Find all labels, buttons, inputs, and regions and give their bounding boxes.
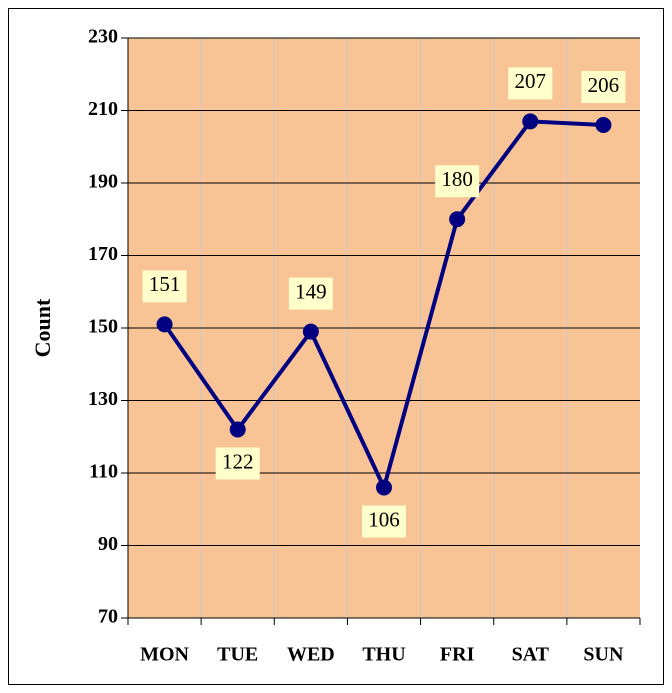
- x-tick-label: SUN: [583, 644, 624, 666]
- y-tick-label: 90: [98, 533, 118, 555]
- data-label: 180: [441, 167, 473, 191]
- marker: [302, 323, 319, 340]
- data-label-box: [581, 71, 626, 103]
- x-tick-label: THU: [362, 644, 405, 666]
- data-label: 151: [149, 272, 181, 296]
- x-tick-label: WED: [287, 644, 335, 666]
- x-tick-label: TUE: [217, 644, 258, 666]
- y-tick-label: 230: [88, 26, 118, 48]
- data-label: 206: [588, 73, 620, 97]
- x-tick-label: MON: [140, 644, 189, 666]
- marker: [522, 113, 539, 130]
- marker: [229, 421, 246, 438]
- data-label: 207: [515, 69, 547, 93]
- y-axis-label: Count: [30, 298, 55, 357]
- data-label-box: [435, 165, 480, 198]
- y-tick-label: 150: [88, 316, 118, 338]
- marker: [595, 117, 612, 133]
- marker: [156, 316, 173, 333]
- marker: [449, 211, 466, 228]
- data-label-box: [142, 270, 187, 303]
- data-label: 106: [368, 507, 400, 531]
- x-tick-label: SAT: [512, 644, 550, 666]
- data-label-box: [508, 67, 553, 100]
- data-label: 149: [295, 279, 327, 303]
- x-tick-label: FRI: [440, 644, 475, 666]
- y-tick-label: 70: [98, 606, 118, 628]
- y-tick-label: 110: [89, 461, 118, 483]
- data-label-box: [215, 447, 260, 480]
- data-label: 122: [222, 449, 254, 473]
- y-tick-label: 190: [88, 171, 118, 193]
- data-label-box: [362, 505, 406, 538]
- data-label-box: [288, 277, 333, 310]
- marker: [376, 479, 392, 496]
- y-tick-label: 130: [88, 388, 118, 410]
- y-tick-label: 170: [88, 243, 118, 265]
- y-tick-label: 210: [88, 98, 118, 120]
